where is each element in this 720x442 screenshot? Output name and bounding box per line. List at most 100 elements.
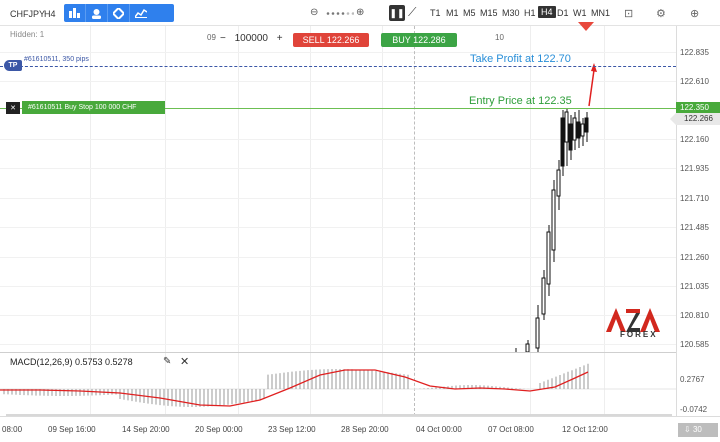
entry-price-line[interactable] — [0, 108, 676, 109]
zoom-out-icon[interactable]: ⊖ — [310, 7, 319, 18]
tf-m5[interactable]: M5 — [463, 8, 476, 18]
tf-w1[interactable]: W1 — [573, 8, 587, 18]
timeframe-label[interactable]: H4 — [44, 9, 56, 19]
tp-tag[interactable]: TP — [4, 60, 22, 71]
time-label: 20 Sep 00:00 — [195, 425, 243, 434]
indicators-icon[interactable] — [130, 4, 152, 22]
user-icon[interactable] — [86, 4, 108, 22]
price-label: 121.260 — [680, 253, 709, 262]
price-label: 122.160 — [680, 135, 709, 144]
grid-line — [0, 315, 676, 316]
macd-signal-line — [0, 369, 589, 407]
time-label: 09 Sep 16:00 — [48, 425, 96, 434]
price-label: 121.935 — [680, 164, 709, 173]
tp-info: #61610511, 350 pips — [24, 56, 89, 63]
grid-line — [310, 26, 311, 416]
current-price-tag: 122.266 — [670, 113, 720, 125]
diamond-icon[interactable] — [108, 4, 130, 22]
day-separator — [414, 26, 415, 416]
tp-arrow — [588, 69, 595, 107]
close-order-icon[interactable]: ✕ — [6, 102, 20, 114]
grid-line — [0, 81, 676, 82]
price-axis[interactable] — [676, 26, 720, 416]
tp-annotation: Take Profit at 122.70 — [470, 53, 571, 65]
tf-mn1[interactable]: MN1 — [591, 8, 611, 18]
time-label: 08:00 — [2, 425, 23, 434]
horizontal-scrollbar[interactable] — [6, 414, 672, 417]
tf-m30[interactable]: M30 — [502, 8, 520, 18]
period-value: 30 — [692, 425, 702, 434]
price-label: 121.710 — [680, 194, 709, 203]
top-toolbar: CHFJPY H4 ⊖ ⊕ ❚❚ ⟋ T1 M1 M5 M15 M30 H1 H… — [0, 0, 720, 26]
entry-price-tag: 122.350 — [676, 102, 720, 113]
grid-line — [90, 26, 91, 416]
grid-line — [238, 26, 239, 416]
time-label: 28 Sep 20:00 — [341, 425, 389, 434]
fullscreen-icon[interactable]: ⊕ — [690, 8, 700, 20]
chart-tools-group — [64, 4, 174, 22]
day-label: 10 — [495, 33, 504, 42]
grid-line — [382, 26, 383, 416]
grid-line — [0, 139, 676, 140]
hidden-objects-label[interactable]: Hidden: 1 — [10, 30, 45, 39]
grid-line — [0, 286, 676, 287]
pause-icon[interactable]: ❚❚ — [389, 5, 405, 21]
edit-icon[interactable]: ✎ — [163, 356, 172, 367]
panel-separator[interactable] — [0, 352, 676, 353]
chevron-down-icon: ⇩ — [684, 425, 691, 434]
macd-level-label: -0.0742 — [680, 405, 708, 414]
qty-plus-button[interactable]: + — [276, 33, 283, 44]
price-label: 122.835 — [680, 48, 709, 57]
current-bar-marker-icon — [578, 22, 594, 31]
tf-h1[interactable]: H1 — [524, 8, 536, 18]
line-tool-icon[interactable]: ⟋ — [408, 5, 417, 19]
grid-line — [0, 344, 676, 345]
tf-m1[interactable]: M1 — [446, 8, 459, 18]
buy-button[interactable]: BUY 122.286 — [381, 33, 457, 47]
close-icon[interactable]: ✕ — [180, 356, 190, 368]
time-axis[interactable] — [0, 416, 720, 442]
bar-chart-icon[interactable] — [64, 4, 86, 22]
take-profit-line[interactable] — [0, 66, 676, 67]
sell-button[interactable]: SELL 122.266 — [293, 33, 369, 47]
logo-text: FOREX — [620, 330, 658, 339]
price-chart[interactable] — [0, 0, 676, 352]
quantity-stepper[interactable]: − 100000 + — [220, 33, 286, 47]
symbol-label[interactable]: CHFJPY — [10, 9, 46, 19]
time-label: 23 Sep 12:00 — [268, 425, 316, 434]
time-label: 04 Oct 00:00 — [416, 425, 462, 434]
aza-logo — [606, 308, 660, 332]
tf-m15[interactable]: M15 — [480, 8, 498, 18]
entry-annotation: Entry Price at 122.35 — [469, 95, 572, 107]
grid-line — [0, 257, 676, 258]
time-label: 07 Oct 08:00 — [488, 425, 534, 434]
candles — [515, 108, 589, 352]
day-label: 09 — [207, 33, 216, 42]
grid-line — [0, 168, 676, 169]
grid-line — [0, 198, 676, 199]
quantity-value[interactable]: 100000 — [234, 33, 268, 44]
grid-line — [604, 26, 605, 416]
time-label: 14 Sep 20:00 — [122, 425, 170, 434]
qty-minus-button[interactable]: − — [220, 33, 226, 44]
price-label: 122.610 — [680, 77, 709, 86]
tf-h4[interactable]: H4 — [538, 6, 556, 18]
tf-d1[interactable]: D1 — [557, 8, 569, 18]
macd-level-label: 0.2767 — [680, 375, 705, 384]
grid-line — [0, 227, 676, 228]
settings-icon[interactable]: ⚙ — [656, 8, 666, 20]
tf-t1[interactable]: T1 — [430, 8, 441, 18]
zoom-in-icon[interactable]: ⊕ — [356, 7, 365, 18]
price-label: 121.485 — [680, 223, 709, 232]
time-label: 12 Oct 12:00 — [562, 425, 608, 434]
zoom-slider[interactable] — [326, 12, 354, 15]
grid-line — [530, 26, 531, 416]
macd-chart[interactable] — [0, 353, 676, 416]
order-tag[interactable]: #61610511 Buy Stop 100 000 CHF — [22, 101, 165, 114]
grid-line — [0, 52, 676, 53]
grid-line — [165, 26, 166, 416]
price-label: 121.035 — [680, 282, 709, 291]
price-label: 120.585 — [680, 340, 709, 349]
period-select[interactable]: ⇩ 30 — [678, 423, 718, 437]
camera-icon[interactable]: ⊡ — [624, 8, 634, 20]
